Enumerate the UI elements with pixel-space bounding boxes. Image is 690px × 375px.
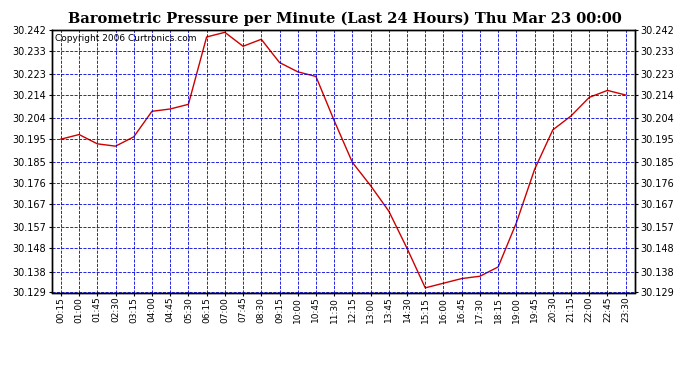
- Text: Barometric Pressure per Minute (Last 24 Hours) Thu Mar 23 00:00: Barometric Pressure per Minute (Last 24 …: [68, 11, 622, 26]
- Text: Copyright 2006 Curtronics.com: Copyright 2006 Curtronics.com: [55, 34, 196, 43]
